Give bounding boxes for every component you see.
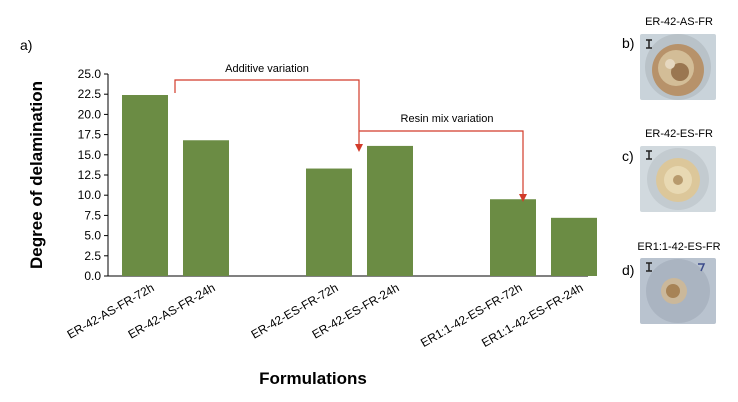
y-tick-label: 12.5 <box>78 168 102 182</box>
panel-label-a: a) <box>20 37 32 53</box>
y-axis-title: Degree of delamination <box>27 81 46 269</box>
bar <box>183 140 229 276</box>
sample-photo-as <box>640 34 716 100</box>
panel-label-c: c) <box>622 148 634 164</box>
y-tick-label: 25.0 <box>78 67 102 81</box>
y-tick-label: 5.0 <box>84 229 101 243</box>
y-tick-label: 15.0 <box>78 148 102 162</box>
annotation-label-resin: Resin mix variation <box>401 113 494 125</box>
annotation-label-additive: Additive variation <box>225 63 309 75</box>
sample-photo-er11 <box>640 258 716 324</box>
y-tick-label: 0.0 <box>84 269 101 283</box>
panel-label-b: b) <box>622 35 635 51</box>
x-tick-label: ER1:1-42-ES-FR-24h <box>479 280 585 349</box>
x-tick-label: ER1:1-42-ES-FR-72h <box>418 280 524 349</box>
sample-photo-es <box>640 146 716 212</box>
bar <box>490 199 536 276</box>
photo-title-c: ER-42-ES-FR <box>645 128 713 140</box>
y-tick-label: 2.5 <box>84 249 101 263</box>
y-tick-label: 7.5 <box>84 208 101 222</box>
annotation-arrowhead-additive <box>355 144 363 152</box>
bar <box>122 95 168 277</box>
panel-label-d: d) <box>622 262 635 278</box>
y-tick-label: 10.0 <box>78 188 102 202</box>
bar <box>367 145 413 276</box>
y-tick-label: 17.5 <box>78 128 102 142</box>
photo-title-d: ER1:1-42-ES-FR <box>637 241 721 253</box>
annotation-arrowhead-resin <box>519 194 527 202</box>
bar <box>551 217 597 276</box>
x-axis-title: Formulations <box>259 369 367 388</box>
photo-title-b: ER-42-AS-FR <box>645 16 713 28</box>
bar <box>306 168 352 276</box>
annotation-arrow-additive <box>174 79 360 146</box>
y-tick-label: 22.5 <box>78 87 102 101</box>
annotation-arrow-resin <box>359 130 524 196</box>
y-tick-label: 20.0 <box>78 107 102 121</box>
